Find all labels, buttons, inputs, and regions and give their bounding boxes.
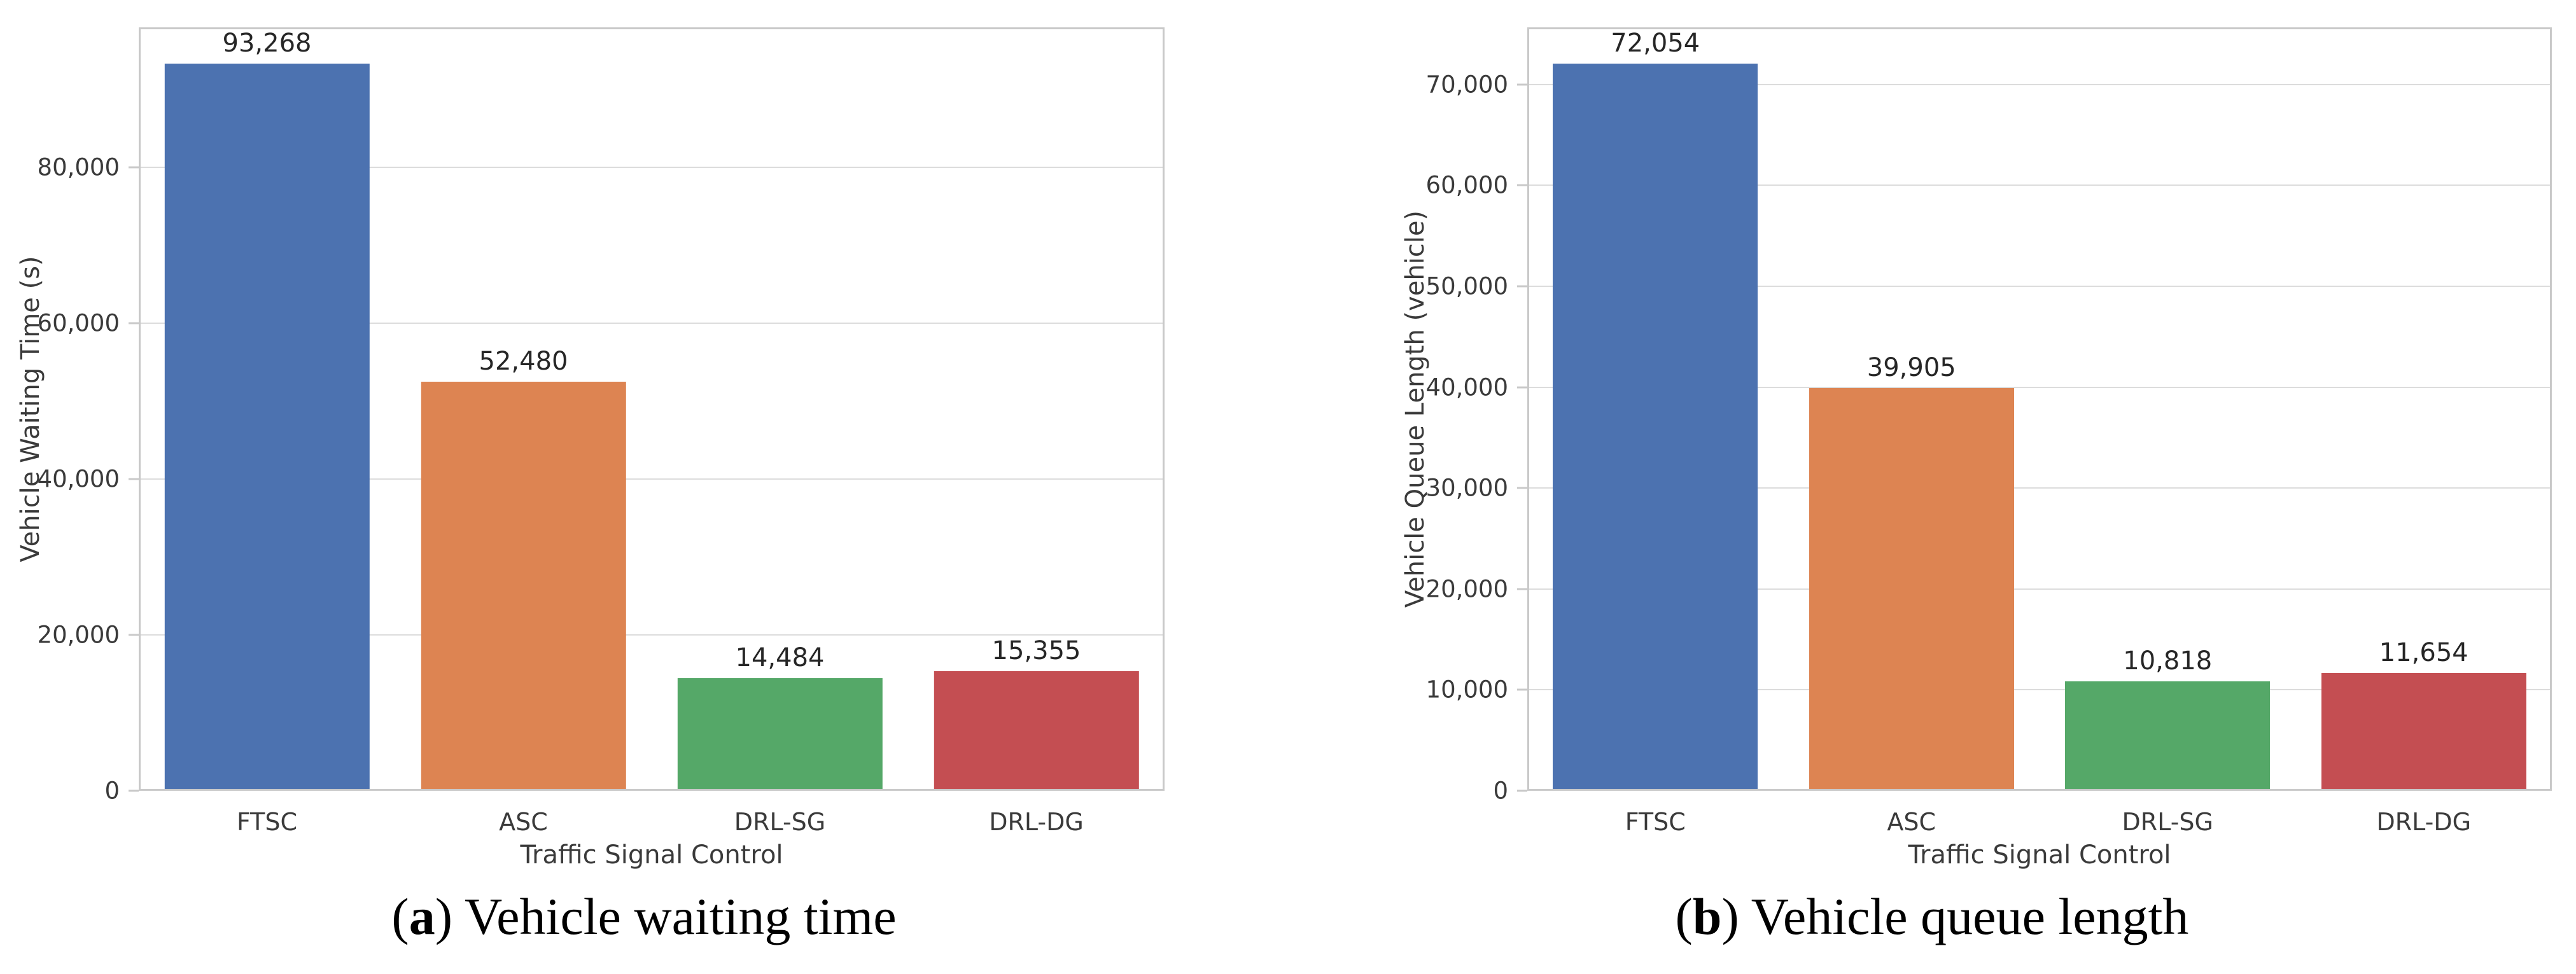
y-tick-mark — [129, 634, 139, 636]
x-axis-label-traffic-signal-control: Traffic Signal Control — [1908, 840, 2171, 870]
bar-drl-dg — [934, 671, 1139, 791]
y-tick-label: 0 — [1493, 777, 1508, 805]
bar-value-label-drl-dg: 15,355 — [991, 636, 1081, 665]
caption-b-text: Vehicle queue length — [1751, 887, 2189, 945]
caption-b-paren-open: ( — [1675, 887, 1693, 945]
y-tick-mark — [1517, 688, 1527, 691]
y-tick-mark — [1517, 790, 1527, 792]
bar-drl-sg — [2065, 681, 2271, 791]
caption-a-paren-open: ( — [391, 887, 409, 945]
bar-value-label-ftsc: 72,054 — [1611, 29, 1700, 59]
x-tick-label-drl-dg: DRL-DG — [989, 808, 1084, 836]
bar-asc — [1809, 388, 2014, 791]
y-tick-mark — [1517, 487, 1527, 489]
gridline — [139, 322, 1165, 324]
gridline — [1527, 487, 2552, 489]
gridline — [1527, 588, 2552, 590]
y-tick-label: 70,000 — [1425, 71, 1508, 99]
x-tick-label-ftsc: FTSC — [1625, 808, 1686, 836]
y-tick-label: 50,000 — [1425, 272, 1508, 300]
y-tick-mark — [1517, 184, 1527, 186]
x-tick-label-drl-sg: DRL-SG — [2122, 808, 2213, 836]
y-tick-label: 40,000 — [37, 465, 120, 493]
y-axis-label-queue-length: Vehicle Queue Length (vehicle) — [1401, 210, 1430, 608]
x-tick-label-drl-dg: DRL-DG — [2376, 808, 2472, 836]
caption-b-letter: b — [1692, 887, 1722, 945]
y-tick-mark — [1517, 588, 1527, 590]
gridline — [1527, 184, 2552, 186]
y-tick-label: 20,000 — [37, 621, 120, 649]
gridline — [1527, 83, 2552, 85]
caption-b: (b) Vehicle queue length — [1288, 886, 2576, 948]
bar-value-label-drl-sg: 10,818 — [2123, 646, 2213, 676]
bar-value-label-ftsc: 93,268 — [222, 29, 312, 59]
plot-area: 0 20,000 40,000 60,000 80,000 93,268 FTSC 52,48… — [38, 27, 1165, 834]
x-tick-label-ftsc: FTSC — [236, 808, 298, 836]
caption-a-text: Vehicle waiting time — [465, 887, 897, 945]
y-tick-label: 30,000 — [1425, 474, 1508, 502]
gridline — [1527, 386, 2552, 388]
gridline — [1527, 689, 2552, 691]
bar-value-label-asc: 39,905 — [1866, 353, 1956, 383]
caption-b-paren-close: ) — [1721, 887, 1751, 945]
y-tick-mark — [129, 790, 139, 792]
caption-a-paren-close: ) — [435, 887, 465, 945]
y-tick-label: 60,000 — [37, 309, 120, 337]
x-tick-label-drl-sg: DRL-SG — [734, 808, 826, 836]
y-tick-label: 10,000 — [1425, 676, 1508, 704]
bar-asc — [421, 381, 626, 791]
y-tick-label: 40,000 — [1425, 373, 1508, 401]
panel-vehicle-waiting-time: Vehicle Waiting Time (s) 0 20,000 40,000 60… — [0, 27, 1288, 948]
y-tick-mark — [129, 322, 139, 324]
y-tick-mark — [129, 166, 139, 169]
y-tick-label: 20,000 — [1425, 575, 1508, 603]
y-tick-mark — [129, 478, 139, 480]
x-tick-label-asc: ASC — [1887, 808, 1936, 836]
y-tick-mark — [1517, 83, 1527, 86]
bar-value-label-drl-dg: 11,654 — [2379, 638, 2468, 668]
gridline — [1527, 285, 2552, 287]
bar-value-label-drl-sg: 14,484 — [735, 643, 825, 672]
y-tick-label: 0 — [104, 777, 120, 805]
y-axis-label-waiting-time: Vehicle Waiting Time (s) — [16, 256, 45, 562]
gridline — [139, 166, 1165, 168]
y-tick-mark — [1517, 386, 1527, 389]
y-tick-label: 80,000 — [37, 153, 120, 181]
gridline — [139, 478, 1165, 480]
bar-ftsc — [1553, 64, 1758, 791]
x-axis-label-traffic-signal-control: Traffic Signal Control — [520, 840, 783, 870]
bar-drl-sg — [677, 678, 883, 791]
bar-value-label-asc: 52,480 — [479, 346, 568, 376]
plot-area: 0 10,000 20,000 30,000 40,000 50,000 60,000 70,… — [1426, 27, 2552, 834]
gridline — [139, 634, 1165, 636]
bar-drl-dg — [2321, 673, 2526, 791]
caption-a-letter: a — [409, 887, 435, 945]
bar-ftsc — [164, 64, 370, 791]
x-tick-label-asc: ASC — [499, 808, 548, 836]
panel-vehicle-queue-length: Vehicle Queue Length (vehicle) 0 10,000 20… — [1288, 0, 2576, 974]
y-tick-mark — [1517, 285, 1527, 288]
y-tick-label: 60,000 — [1425, 171, 1508, 199]
caption-a: (a) Vehicle waiting time — [0, 886, 1288, 948]
